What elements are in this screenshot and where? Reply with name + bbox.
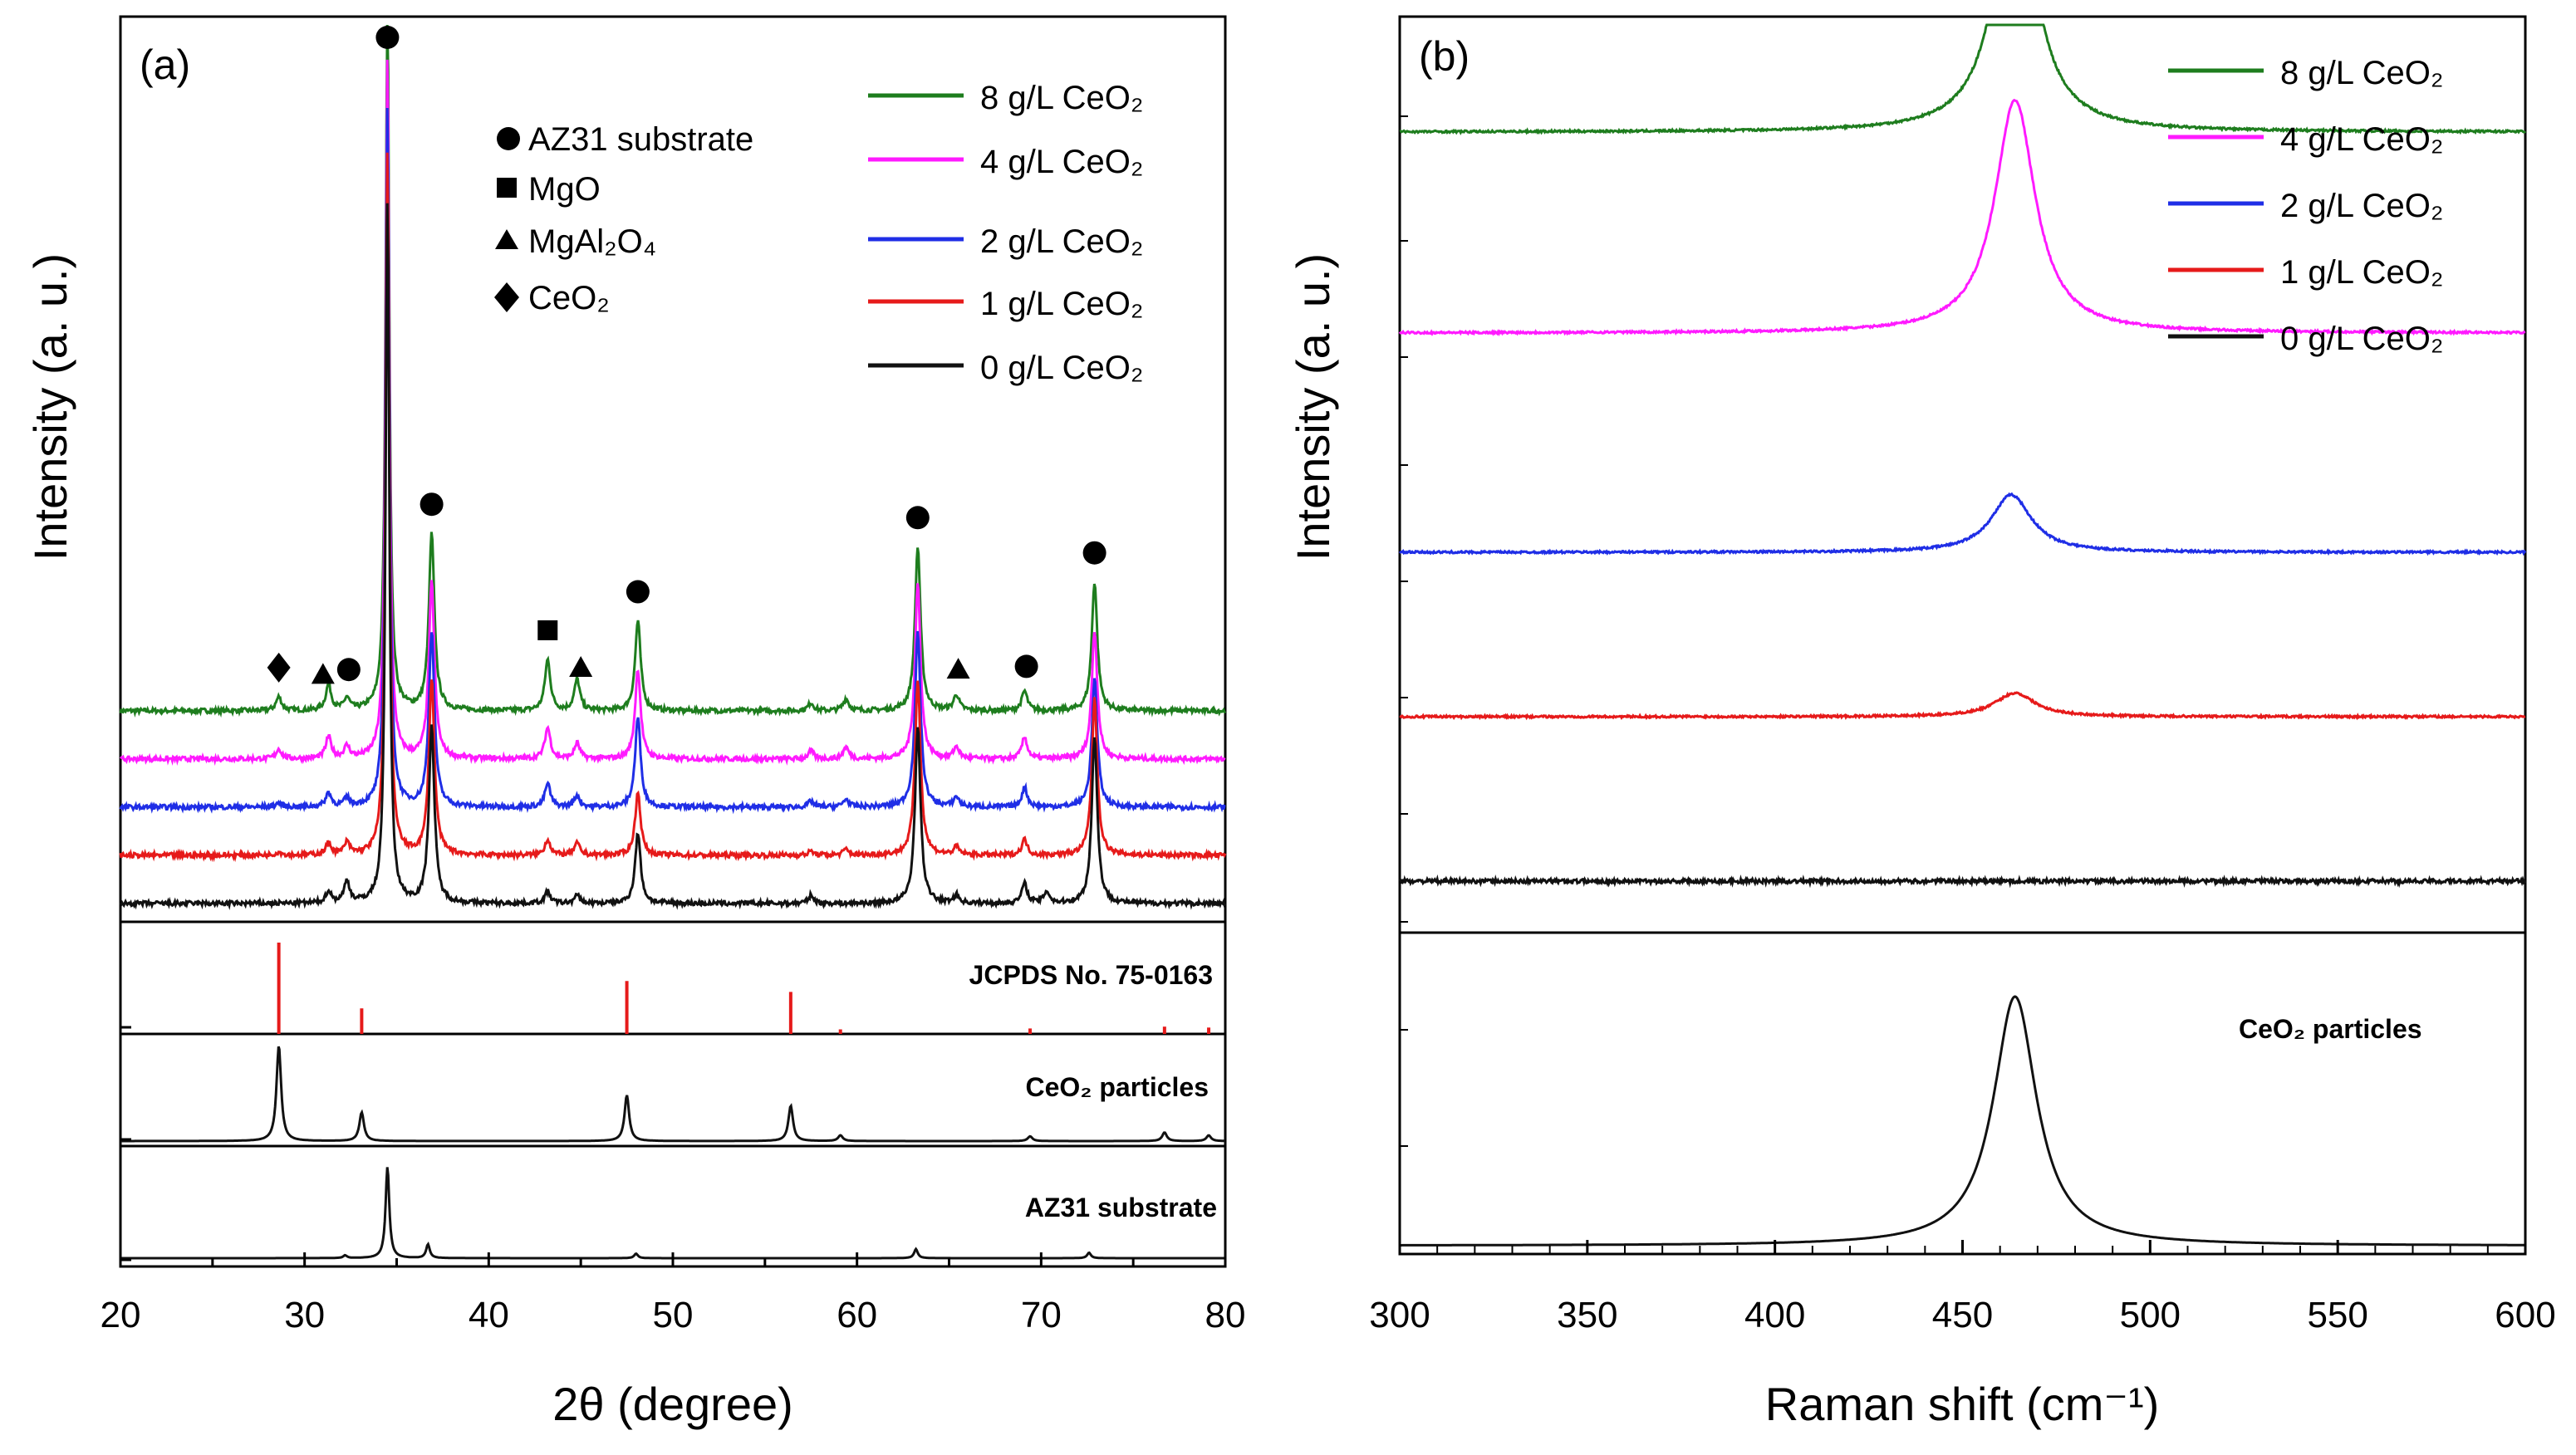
x-axis-label-b: Raman shift (cm⁻¹) bbox=[1765, 1378, 2160, 1430]
marker-az31-circle bbox=[905, 506, 930, 530]
x-axis-label-a: 2θ (degree) bbox=[552, 1378, 793, 1430]
panel-b-label: (b) bbox=[1419, 33, 1470, 80]
legend-square-marker bbox=[497, 178, 517, 198]
x-tick-label: 400 bbox=[1744, 1295, 1805, 1335]
marker-az31-circle bbox=[1014, 654, 1038, 679]
x-tick-label: 450 bbox=[1932, 1295, 1993, 1335]
raman-series-line bbox=[1398, 492, 2527, 556]
xrd-x-axis-ticks: 20 30 40 50 60 70 80 bbox=[101, 1026, 1246, 1335]
series-legend-a: 8 g/L CeO₂ 4 g/L CeO₂ 2 g/L CeO₂ 1 g/L C… bbox=[868, 80, 1143, 386]
xrd-series-group bbox=[119, 24, 1227, 910]
legend-label-8gl-b: 8 g/L CeO₂ bbox=[2280, 55, 2443, 91]
phase-legend-label: CeO₂ bbox=[528, 280, 610, 316]
legend-label-4gl: 4 g/L CeO₂ bbox=[980, 144, 1143, 180]
x-tick-label: 20 bbox=[101, 1295, 141, 1335]
panel-a-label: (a) bbox=[140, 42, 190, 88]
ceo2-particles-label-b: CeO₂ particles bbox=[2239, 1014, 2422, 1044]
legend-label-0gl-b: 0 g/L CeO₂ bbox=[2280, 321, 2443, 357]
x-tick-label: 350 bbox=[1557, 1295, 1617, 1335]
x-tick-label: 40 bbox=[469, 1295, 509, 1335]
marker-az31-circle bbox=[420, 492, 444, 517]
raman-series-line bbox=[1399, 23, 2527, 135]
x-tick-label: 70 bbox=[1021, 1295, 1062, 1335]
x-tick-label: 550 bbox=[2307, 1295, 2367, 1335]
x-tick-label: 500 bbox=[2120, 1295, 2181, 1335]
x-tick-label: 60 bbox=[837, 1295, 877, 1335]
legend-label-1gl: 1 g/L CeO₂ bbox=[980, 286, 1143, 322]
marker-az31-circle bbox=[1082, 541, 1106, 565]
ceo2-particles-xrd-line bbox=[120, 1046, 1225, 1143]
xrd-series-line bbox=[119, 59, 1226, 767]
xrd-series-line bbox=[119, 107, 1226, 815]
phase-legend: AZ31 substrate MgO MgAl₂O₄ CeO₂ bbox=[494, 121, 753, 316]
marker-mgo-square bbox=[537, 620, 558, 640]
marker-mgal2o4-triangle bbox=[569, 655, 593, 677]
raman-series-line bbox=[1398, 98, 2526, 336]
legend-triangle-marker bbox=[495, 229, 518, 249]
legend-label-0gl: 0 g/L CeO₂ bbox=[980, 350, 1143, 386]
x-tick-label: 80 bbox=[1205, 1295, 1246, 1335]
legend-circle-marker bbox=[497, 127, 520, 150]
phase-legend-label: MgAl₂O₄ bbox=[528, 223, 656, 260]
ceo2-particles-label-a: CeO₂ particles bbox=[1025, 1072, 1209, 1102]
series-legend-b: 8 g/L CeO₂ 4 g/L CeO₂ 2 g/L CeO₂ 1 g/L C… bbox=[2168, 55, 2443, 357]
marker-az31-circle bbox=[626, 580, 650, 604]
xrd-series-line bbox=[119, 152, 1227, 863]
xrd-series-line bbox=[119, 24, 1227, 718]
phase-legend-label: MgO bbox=[528, 171, 601, 208]
y-axis-label-b: Intensity (a. u.) bbox=[1287, 253, 1339, 561]
x-tick-label: 600 bbox=[2495, 1295, 2555, 1335]
marker-az31-circle bbox=[375, 26, 400, 49]
raman-series-line bbox=[1399, 691, 2526, 721]
marker-ceo2-diamond bbox=[267, 652, 291, 683]
legend-label-1gl-b: 1 g/L CeO₂ bbox=[2280, 254, 2443, 291]
legend-diamond-marker bbox=[494, 282, 519, 312]
xrd-phase-markers bbox=[267, 26, 1106, 684]
x-tick-label: 50 bbox=[653, 1295, 694, 1335]
x-tick-label: 30 bbox=[284, 1295, 325, 1335]
marker-az31-circle bbox=[336, 658, 361, 682]
legend-label-2gl-b: 2 g/L CeO₂ bbox=[2280, 188, 2443, 224]
xrd-series-line bbox=[119, 203, 1227, 910]
marker-mgal2o4-triangle bbox=[311, 663, 335, 684]
y-axis-label-a: Intensity (a. u.) bbox=[24, 253, 76, 561]
legend-label-4gl-b: 4 g/L CeO₂ bbox=[2280, 121, 2443, 158]
az31-substrate-label: AZ31 substrate bbox=[1025, 1193, 1217, 1222]
marker-mgal2o4-triangle bbox=[946, 658, 970, 679]
raman-series-line bbox=[1398, 874, 2527, 889]
legend-label-2gl: 2 g/L CeO₂ bbox=[980, 223, 1143, 260]
panel-a-xrd: 20 30 40 50 60 70 80 (a) AZ31 substrate MgO Mg… bbox=[24, 15, 1246, 1430]
panel-b-raman: 300 350 400 450 500 550 600 (b) 8 g/L CeO₂ 4 g… bbox=[1287, 15, 2556, 1430]
raman-x-axis-ticks: 300 350 400 450 500 550 600 bbox=[1369, 115, 2556, 1335]
phase-legend-label: AZ31 substrate bbox=[528, 121, 753, 158]
x-tick-label: 300 bbox=[1369, 1295, 1430, 1335]
jcpds-label: JCPDS No. 75-0163 bbox=[969, 960, 1213, 990]
legend-label-8gl: 8 g/L CeO₂ bbox=[980, 80, 1143, 116]
